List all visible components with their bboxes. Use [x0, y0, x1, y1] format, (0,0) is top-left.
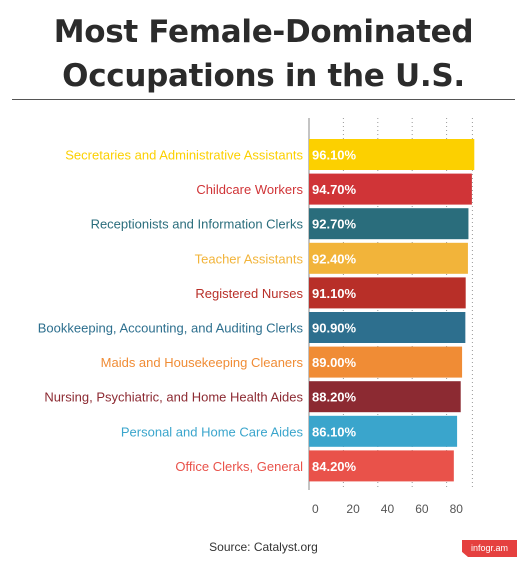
- x-tick-label: 80: [450, 502, 464, 516]
- value-label: 91.10%: [312, 286, 357, 301]
- bar: [309, 242, 468, 274]
- chart-title: Most Female-Dominated Occupations in the…: [0, 10, 527, 98]
- bar: [309, 381, 461, 413]
- category-label: Bookkeeping, Accounting, and Auditing Cl…: [38, 321, 304, 336]
- x-tick-label: 60: [415, 502, 429, 516]
- category-label: Receptionists and Information Clerks: [91, 217, 304, 232]
- bar: [309, 208, 469, 240]
- title-divider: [12, 99, 515, 100]
- value-label: 84.20%: [312, 459, 357, 474]
- category-label: Registered Nurses: [195, 286, 303, 301]
- bar: [309, 173, 472, 205]
- x-tick-label: 40: [381, 502, 395, 516]
- category-label: Maids and Housekeeping Cleaners: [101, 355, 304, 370]
- source-note: Source: Catalyst.org: [209, 540, 318, 554]
- bar: [309, 312, 466, 343]
- bar: [309, 139, 475, 170]
- category-label: Personal and Home Care Aides: [121, 424, 304, 439]
- value-label: 92.40%: [312, 251, 357, 266]
- value-label: 90.90%: [312, 321, 357, 336]
- bar: [309, 450, 454, 482]
- x-tick-label: 0: [312, 502, 319, 516]
- value-label: 92.70%: [312, 217, 357, 232]
- value-label: 86.10%: [312, 424, 357, 439]
- bar: [309, 415, 458, 447]
- brand-badge[interactable]: infogr.am: [462, 540, 517, 557]
- category-label: Childcare Workers: [196, 182, 303, 197]
- bar: [309, 346, 463, 378]
- value-label: 89.00%: [312, 355, 357, 370]
- value-label: 94.70%: [312, 182, 357, 197]
- x-tick-label: 20: [346, 502, 360, 516]
- value-label: 88.20%: [312, 390, 357, 405]
- category-label: Secretaries and Administrative Assistant…: [65, 148, 303, 163]
- value-label: 96.10%: [312, 148, 357, 163]
- category-label: Office Clerks, General: [175, 459, 303, 474]
- title-line-2: Occupations in the U.S.: [62, 58, 465, 94]
- category-label: Teacher Assistants: [195, 251, 304, 266]
- bar: [309, 277, 466, 309]
- title-line-1: Most Female-Dominated: [53, 14, 474, 50]
- category-label: Nursing, Psychiatric, and Home Health Ai…: [44, 390, 303, 405]
